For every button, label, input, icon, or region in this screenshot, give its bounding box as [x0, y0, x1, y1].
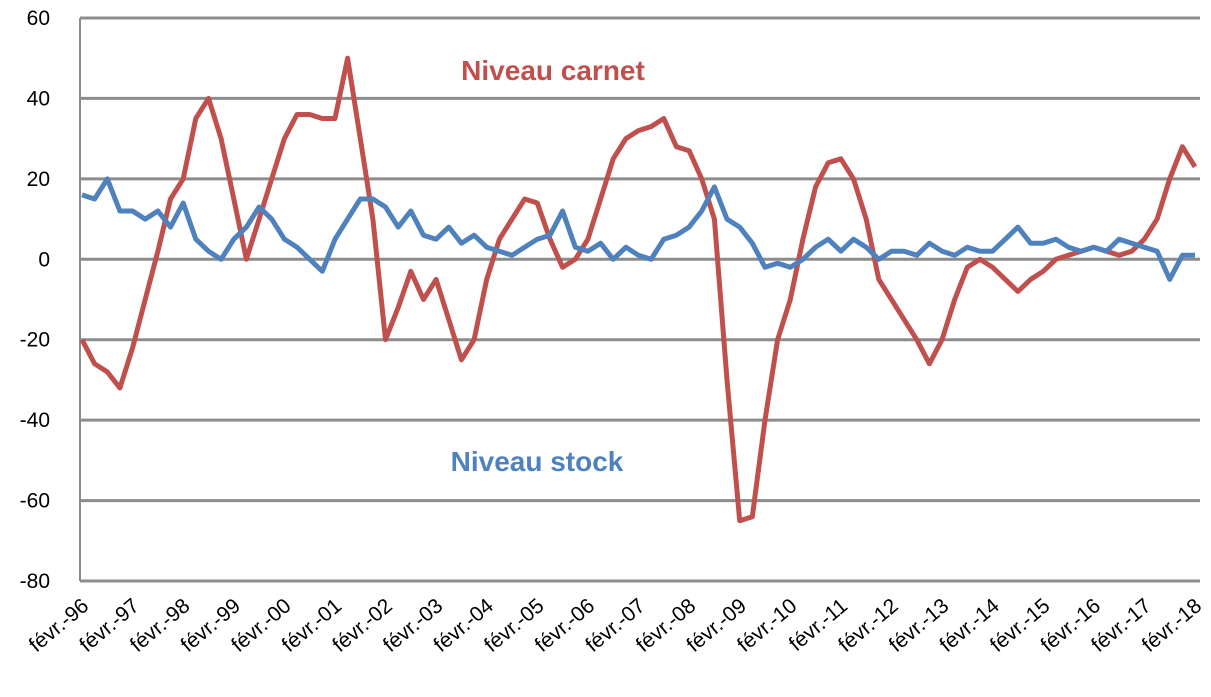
- y-tick-label: -40: [20, 409, 50, 432]
- y-tick-label: -60: [20, 490, 50, 513]
- annotation: Niveau carnet: [461, 55, 645, 86]
- y-tick-label: -20: [20, 329, 50, 352]
- y-tick-label: 0: [38, 248, 50, 271]
- annotation: Niveau stock: [451, 446, 624, 477]
- line-series: [79, 55, 1198, 524]
- y-tick-label: 60: [27, 7, 50, 30]
- y-tick-label: -80: [20, 570, 50, 593]
- y-tick-label: 20: [27, 168, 50, 191]
- line-series: [81, 176, 1195, 282]
- y-tick-label: 40: [27, 87, 50, 110]
